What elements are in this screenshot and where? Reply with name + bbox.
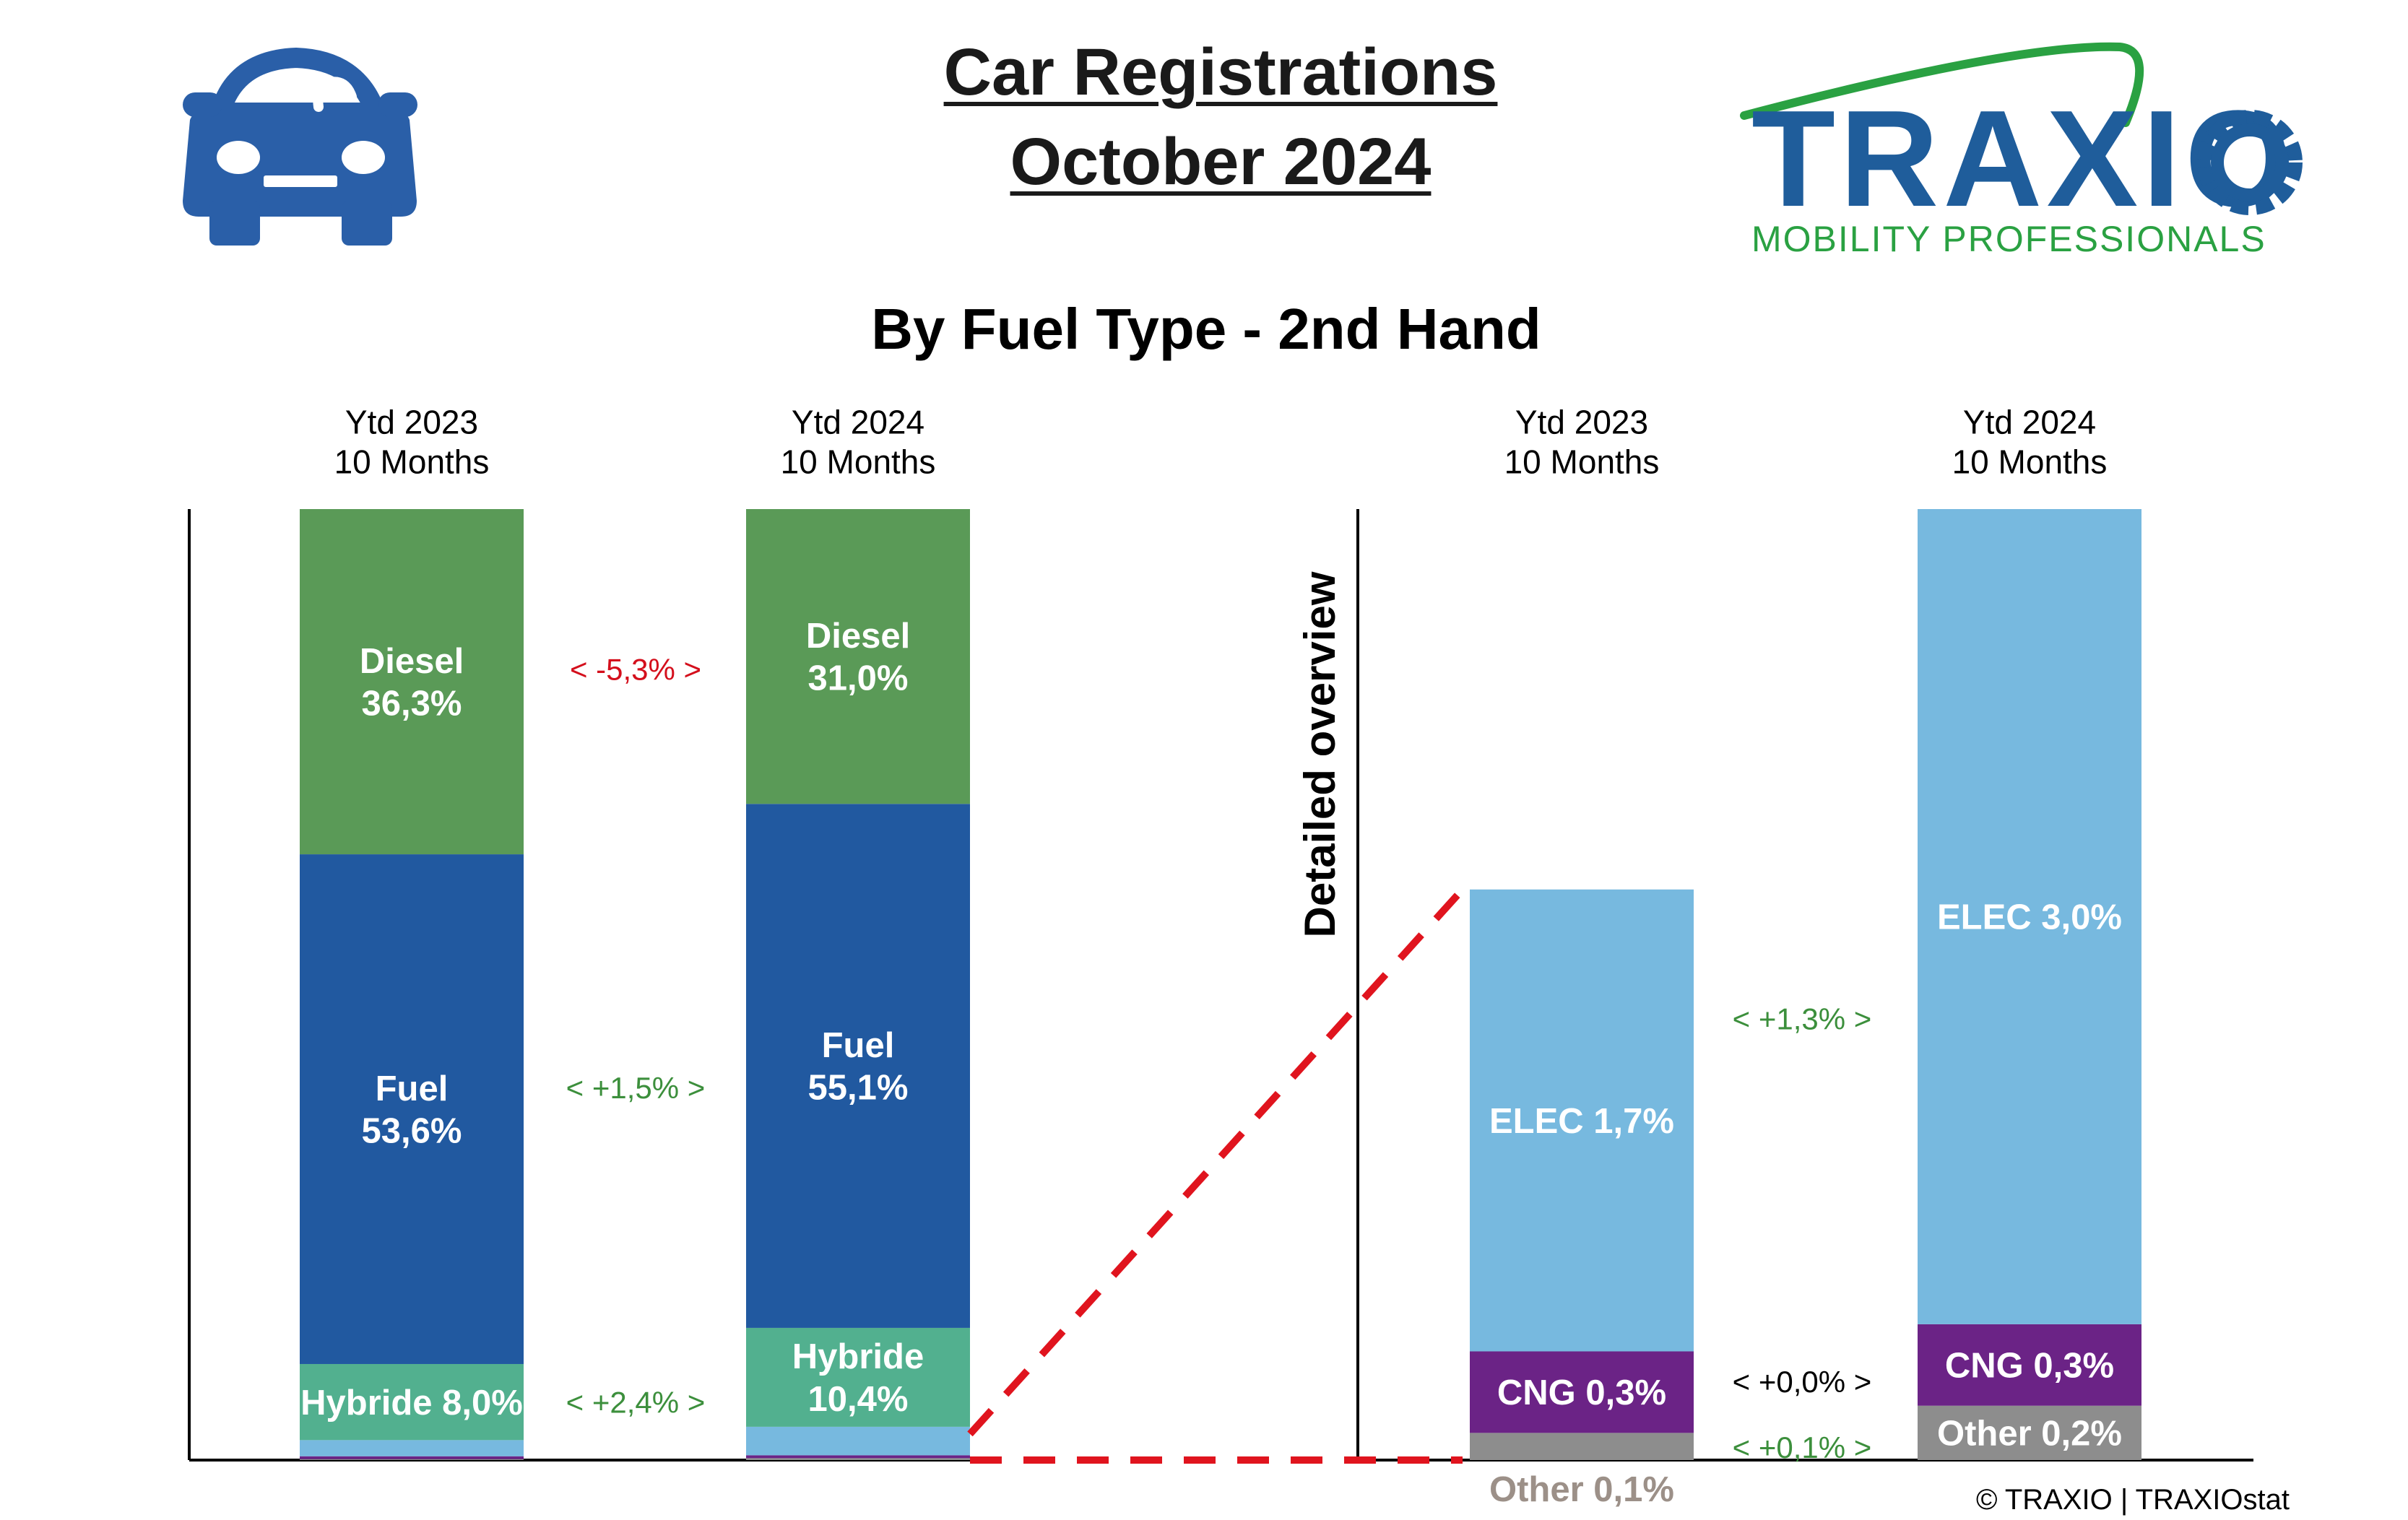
- data-label-cng: CNG 0,3%: [1945, 1346, 2114, 1385]
- gear-icon: [2197, 110, 2303, 215]
- bar-segment-other: [300, 1459, 524, 1460]
- title-line-1: Car Registrations: [943, 35, 1498, 109]
- title-line-2: October 2024: [1010, 125, 1432, 199]
- change-annotation-other: < +0,1% >: [1733, 1430, 1872, 1464]
- change-annotation-hybride: < +2,4% >: [566, 1386, 706, 1420]
- data-label-cng: CNG 0,3%: [1497, 1373, 1666, 1412]
- data-label-elec: ELEC 3,0%: [1937, 898, 2122, 937]
- detailed-overview-label: Detailed overview: [1296, 571, 1344, 937]
- bar-segment-other: [746, 1458, 970, 1460]
- change-annotation-elec: < +1,3% >: [1733, 1002, 1872, 1036]
- data-label-diesel: Diesel: [806, 617, 910, 656]
- zoom-connector-upper: [967, 887, 1465, 1437]
- bar-segment-hybride: [300, 1363, 524, 1441]
- data-label-fuel: 55,1%: [808, 1069, 909, 1108]
- bar-segment-hybride: [746, 1327, 970, 1427]
- traxio-logo: TRAXIO MOBILITY PROFESSIONALS: [1730, 29, 2308, 260]
- data-label-hybride: Hybride: [792, 1337, 924, 1376]
- bar-segment-elec: [746, 1426, 970, 1456]
- category-label: 10 Months: [334, 443, 490, 481]
- bar-segment-elec: [1918, 509, 2141, 1324]
- category-label: Ytd 2024: [1963, 404, 2096, 441]
- data-label-other: Other 0,1%: [1489, 1470, 1674, 1509]
- bar-segment-other: [1918, 1405, 2141, 1460]
- chart-subtitle: By Fuel Type - 2nd Hand: [871, 297, 1541, 361]
- bar-segment-elec: [1470, 889, 1694, 1352]
- category-label: Ytd 2024: [792, 404, 924, 441]
- logo-tagline: MOBILITY PROFESSIONALS: [1751, 219, 2266, 259]
- bar-segment-cng: [1918, 1324, 2141, 1406]
- category-label: Ytd 2023: [345, 404, 478, 441]
- data-label-diesel: 36,3%: [362, 685, 462, 724]
- bar-segment-diesel: [300, 509, 524, 855]
- bar-segment-fuel: [746, 804, 970, 1328]
- data-label-hybride: 10,4%: [808, 1380, 909, 1419]
- data-label-fuel: Fuel: [376, 1069, 449, 1108]
- data-label-fuel: 53,6%: [362, 1112, 462, 1151]
- copyright-footer: © TRAXIO | TRAXIOstat: [1975, 1484, 2290, 1516]
- change-annotation-diesel: < -5,3% >: [570, 653, 701, 687]
- bar-segment-cng: [1470, 1351, 1694, 1433]
- data-label-fuel: Fuel: [822, 1026, 895, 1065]
- category-label: Ytd 2023: [1515, 404, 1648, 441]
- bar-segment-other: [1470, 1433, 1694, 1460]
- bar-segment-fuel: [300, 854, 524, 1364]
- category-label: 10 Months: [1504, 443, 1660, 481]
- bar-segment-diesel: [746, 509, 970, 804]
- category-label: 10 Months: [1952, 443, 2108, 481]
- data-label-elec: ELEC 1,7%: [1489, 1102, 1674, 1141]
- page-title: Car Registrations October 2024: [831, 27, 1611, 207]
- bar-segment-cng: [746, 1455, 970, 1459]
- car-icon: [148, 27, 451, 251]
- change-annotation-fuel: < +1,5% >: [566, 1071, 706, 1105]
- data-label-diesel: 31,0%: [808, 659, 909, 698]
- data-label-other: Other 0,2%: [1937, 1415, 2122, 1454]
- bar-segment-elec: [300, 1440, 524, 1456]
- change-annotation-cng: < +0,0% >: [1733, 1365, 1872, 1399]
- data-label-hybride: Hybride 8,0%: [300, 1384, 523, 1423]
- bar-segment-cng: [300, 1456, 524, 1459]
- category-label: 10 Months: [781, 443, 936, 481]
- data-label-diesel: Diesel: [360, 642, 464, 681]
